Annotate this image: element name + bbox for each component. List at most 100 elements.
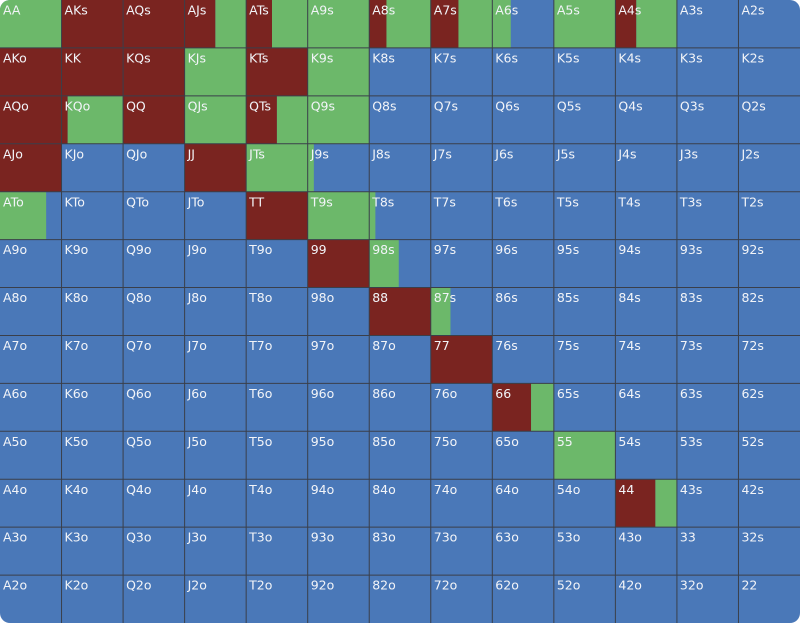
hand-label: J3o	[187, 530, 207, 545]
cell-fold	[553, 479, 616, 528]
cell-fold	[369, 431, 431, 480]
hand-label: JTo	[187, 194, 205, 209]
cell-fold	[61, 431, 124, 480]
hand-label: K5o	[65, 434, 89, 449]
hand-label: 93s	[680, 242, 702, 257]
cell-fold	[123, 239, 185, 288]
cell-fold	[307, 335, 370, 384]
hand-label: A7s	[434, 3, 457, 18]
hand-label: J2s	[740, 146, 759, 161]
hand-label: J5o	[187, 434, 207, 449]
hand-label: 95s	[557, 242, 579, 257]
hand-label: 98o	[311, 290, 335, 305]
hand-label: 97o	[311, 338, 335, 353]
cell-fold	[492, 47, 554, 96]
hand-label: KJs	[188, 51, 206, 66]
hand-label: K2s	[741, 51, 764, 66]
hand-label: KJo	[65, 146, 85, 161]
hand-label: KTo	[65, 194, 85, 209]
hand-label: A3o	[3, 530, 27, 545]
hand-label: T9o	[248, 242, 272, 257]
hand-label: A9s	[311, 3, 334, 18]
call-segment	[458, 0, 493, 48]
raise-segment	[123, 95, 185, 144]
hand-label: 74s	[618, 338, 640, 353]
cell-fold	[307, 431, 370, 480]
cell-fold	[676, 191, 739, 240]
hand-label: ATs	[249, 3, 269, 18]
cell-fold	[307, 383, 370, 432]
hand-label: AKs	[65, 3, 88, 18]
cell-fold	[738, 287, 800, 336]
cell-fold	[123, 287, 185, 336]
cell-fold	[676, 479, 739, 528]
cell-fold	[307, 287, 370, 336]
call-segment	[636, 0, 677, 48]
call-segment	[307, 47, 370, 96]
hand-label: 86s	[495, 290, 517, 305]
hand-label: 64o	[495, 482, 519, 497]
hand-label: J6s	[494, 146, 513, 161]
cell-fold	[738, 431, 800, 480]
hand-label: 82s	[741, 290, 763, 305]
hand-label: 85o	[372, 434, 396, 449]
hand-label: KQs	[126, 51, 151, 66]
hand-label: A4o	[3, 482, 27, 497]
hand-label: T2o	[248, 578, 272, 593]
cell-fold	[307, 527, 370, 576]
hand-label: K6s	[495, 51, 518, 66]
hand-label: K8s	[372, 51, 395, 66]
raise-segment	[246, 47, 308, 96]
hand-label: 94s	[618, 242, 640, 257]
cell-fold	[61, 479, 124, 528]
cell-fold	[615, 191, 677, 240]
cell-fold	[184, 287, 247, 336]
hand-label: 62s	[741, 386, 763, 401]
hand-label: 87o	[372, 338, 396, 353]
call-segment	[369, 191, 376, 240]
hand-label: 53s	[680, 434, 702, 449]
hand-label: AJo	[3, 146, 23, 161]
hand-label: 66	[495, 386, 511, 401]
cell-fold	[184, 431, 247, 480]
hand-label: 94o	[311, 482, 335, 497]
cell-fold	[553, 335, 616, 384]
hand-label: 42o	[618, 578, 642, 593]
cell-fold	[676, 47, 739, 96]
hand-label: 76s	[495, 338, 517, 353]
hand-label: J5s	[556, 146, 575, 161]
call-segment	[215, 0, 247, 48]
cell-fold	[246, 287, 308, 336]
cell-fold	[430, 191, 493, 240]
cell-fold	[553, 95, 616, 144]
call-segment	[531, 383, 554, 432]
hand-label: K6o	[65, 386, 89, 401]
cell-fold	[492, 575, 554, 623]
hand-label: Q5s	[557, 98, 581, 113]
hand-label: T5s	[556, 194, 579, 209]
hand-label: A2s	[741, 3, 764, 18]
call-segment	[655, 479, 677, 528]
hand-label: 32s	[741, 530, 763, 545]
cell-fold	[615, 383, 677, 432]
cell-fold	[369, 191, 431, 240]
hand-label: 63s	[680, 386, 702, 401]
hand-label: AQo	[3, 98, 29, 113]
cell-fold	[61, 191, 124, 240]
hand-label: 88	[372, 290, 388, 305]
hand-label: 55	[557, 434, 573, 449]
cell-fold	[0, 383, 62, 432]
cell-fold	[369, 479, 431, 528]
cell-fold	[676, 575, 739, 623]
hand-label: 99	[311, 242, 327, 257]
hand-label: TT	[248, 194, 264, 209]
hand-label: J4o	[187, 482, 207, 497]
hand-label: 65o	[495, 434, 519, 449]
cell-fold	[123, 479, 185, 528]
hand-label: 73o	[434, 530, 458, 545]
hand-label: A6s	[495, 3, 518, 18]
hand-label: K4s	[618, 51, 641, 66]
hand-label: AKo	[3, 51, 27, 66]
hand-label: T8s	[371, 194, 394, 209]
